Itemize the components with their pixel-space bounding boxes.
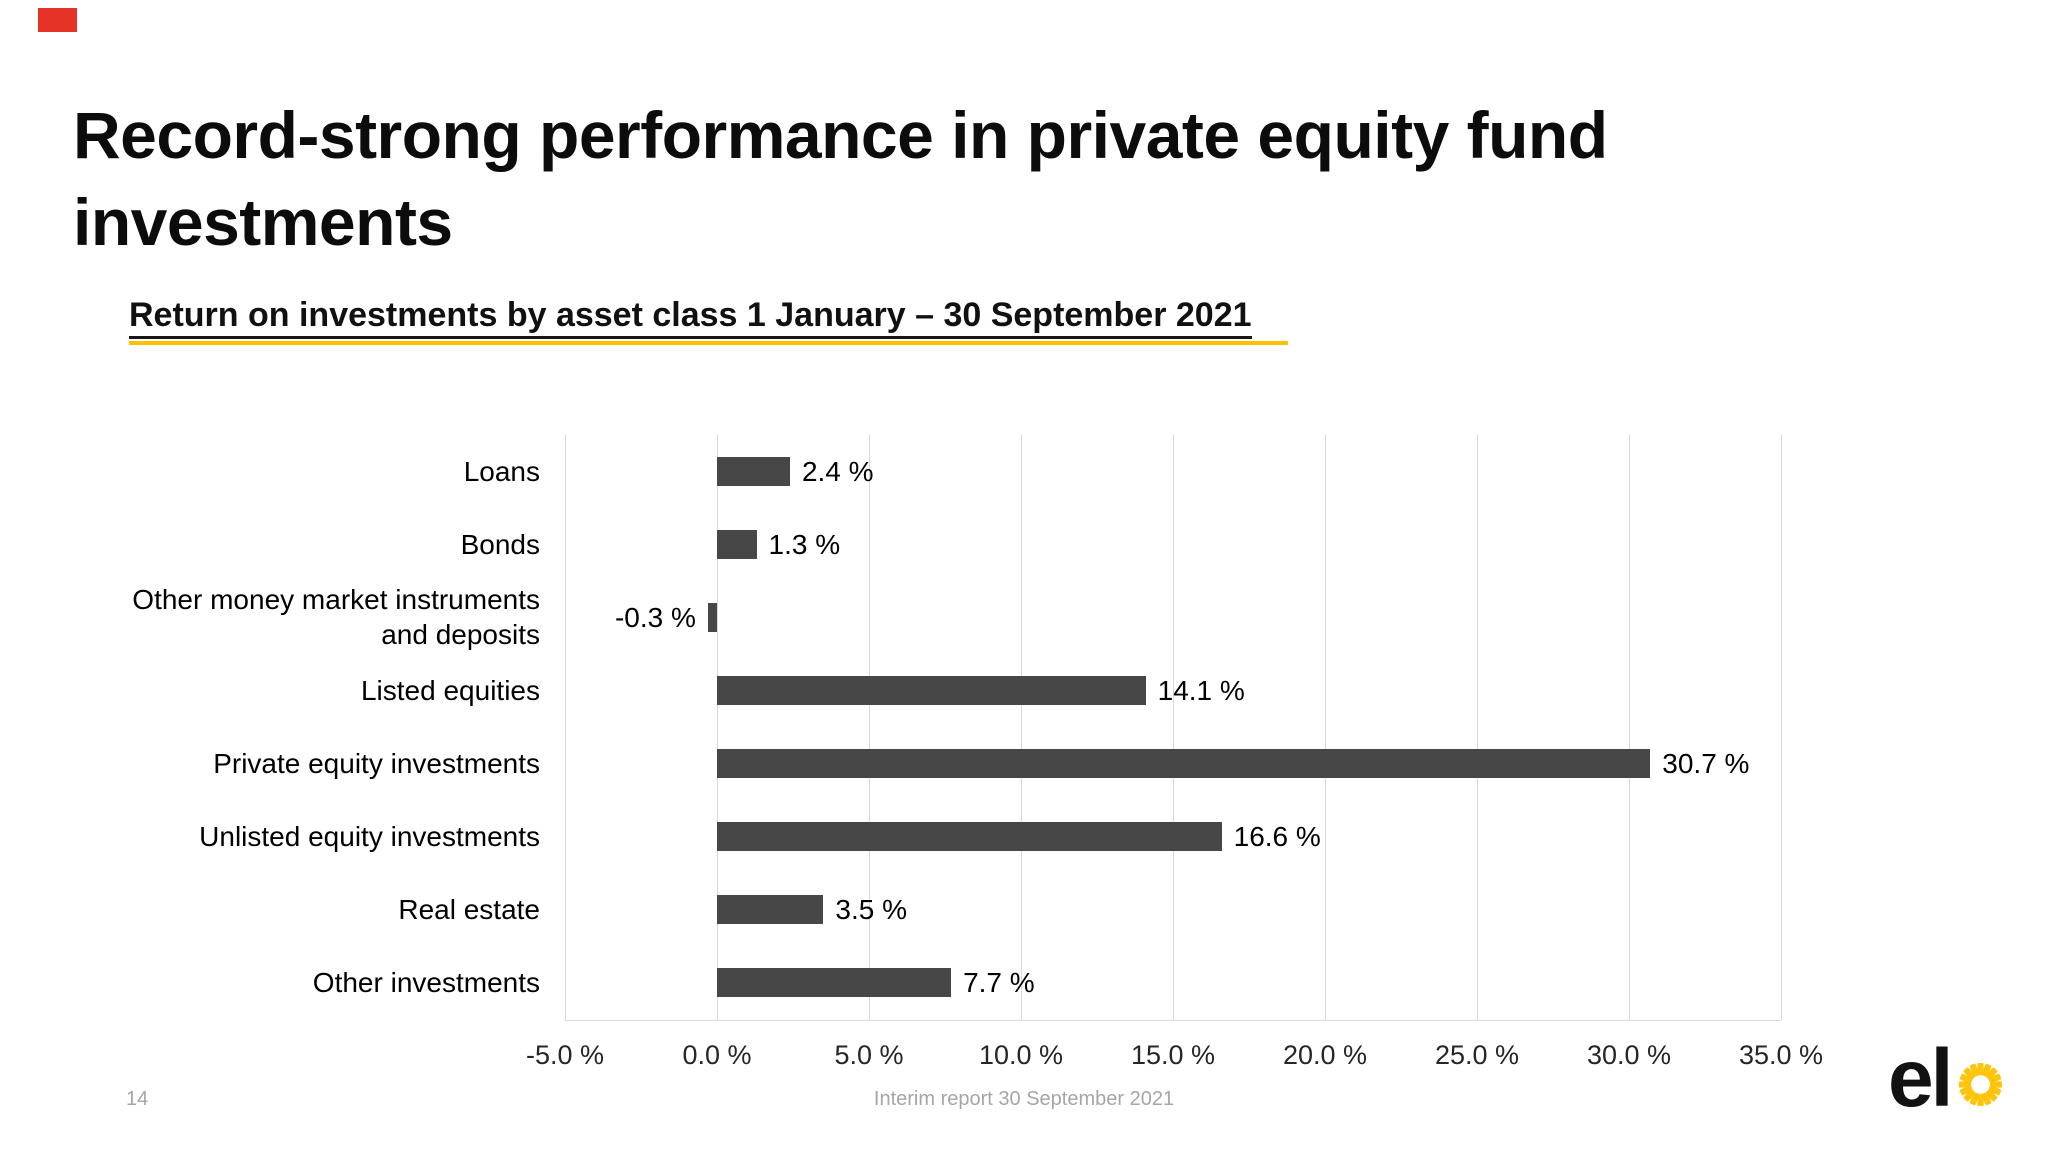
bar [707,603,717,632]
gridline [565,435,566,1020]
bar [717,749,1651,778]
x-tick-label: 15.0 % [1130,1040,1216,1070]
value-label: -0.3 % [614,601,696,633]
top-left-red-marker [38,8,77,32]
bar [717,676,1146,705]
slide-title: Record-strong performance in private equ… [73,98,1608,260]
value-label: 30.7 % [1662,747,1750,779]
gridline [1781,435,1782,1020]
plot-area: 2.4 % 1.3 % -0.3 % 14.1 % 30.7 % 16.6 % 3.5 % 7… [565,435,1782,1021]
footer-report-label: Interim report 30 September 2021 [873,1088,1175,1110]
bar [717,530,757,559]
bar [717,457,790,486]
elo-logo: el [1888,1030,2018,1120]
gridline [1477,435,1478,1020]
gridline [717,435,718,1020]
category-axis: Loans Bonds Other money market instruments… [40,435,540,1020]
value-label: 2.4 % [801,455,874,487]
category-label: Listed equities [360,674,540,706]
category-label: Bonds [460,528,540,560]
elo-logo-text: el [1888,1033,1953,1124]
category-label: Private equity investments [213,747,540,779]
category-label: Real estate [398,893,540,925]
x-tick-label: 35.0 % [1738,1040,1824,1070]
bar [717,968,952,997]
category-label: Unlisted equity investments [199,820,540,852]
x-tick-label: -5.0 % [525,1040,605,1070]
bar [717,822,1222,851]
elo-sun-icon [1958,1062,2003,1107]
chart-title: Return on investments by asset class 1 J… [129,296,1252,339]
category-label: Loans [463,455,540,487]
x-tick-label: 5.0 % [834,1040,904,1070]
value-label: 14.1 % [1157,674,1245,706]
category-label: Other investments [312,966,540,998]
gridline [1629,435,1630,1020]
x-tick-label: 0.0 % [682,1040,752,1070]
x-tick-label: 20.0 % [1282,1040,1368,1070]
gridline [869,435,870,1020]
x-tick-label: 10.0 % [978,1040,1064,1070]
category-label: Other money market instruments and depos… [132,583,540,651]
gridline [1021,435,1022,1020]
value-label: 1.3 % [768,528,841,560]
value-label: 16.6 % [1233,820,1321,852]
chart-title-underline: Return on investments by asset class 1 J… [129,296,1288,345]
bar [717,895,824,924]
page-number: 14 [126,1088,149,1110]
value-label: 3.5 % [835,893,907,925]
gridline [1325,435,1326,1020]
gridline [1173,435,1174,1020]
x-tick-label: 25.0 % [1434,1040,1520,1070]
x-tick-label: 30.0 % [1586,1040,1672,1070]
value-label: 7.7 % [963,966,1035,998]
